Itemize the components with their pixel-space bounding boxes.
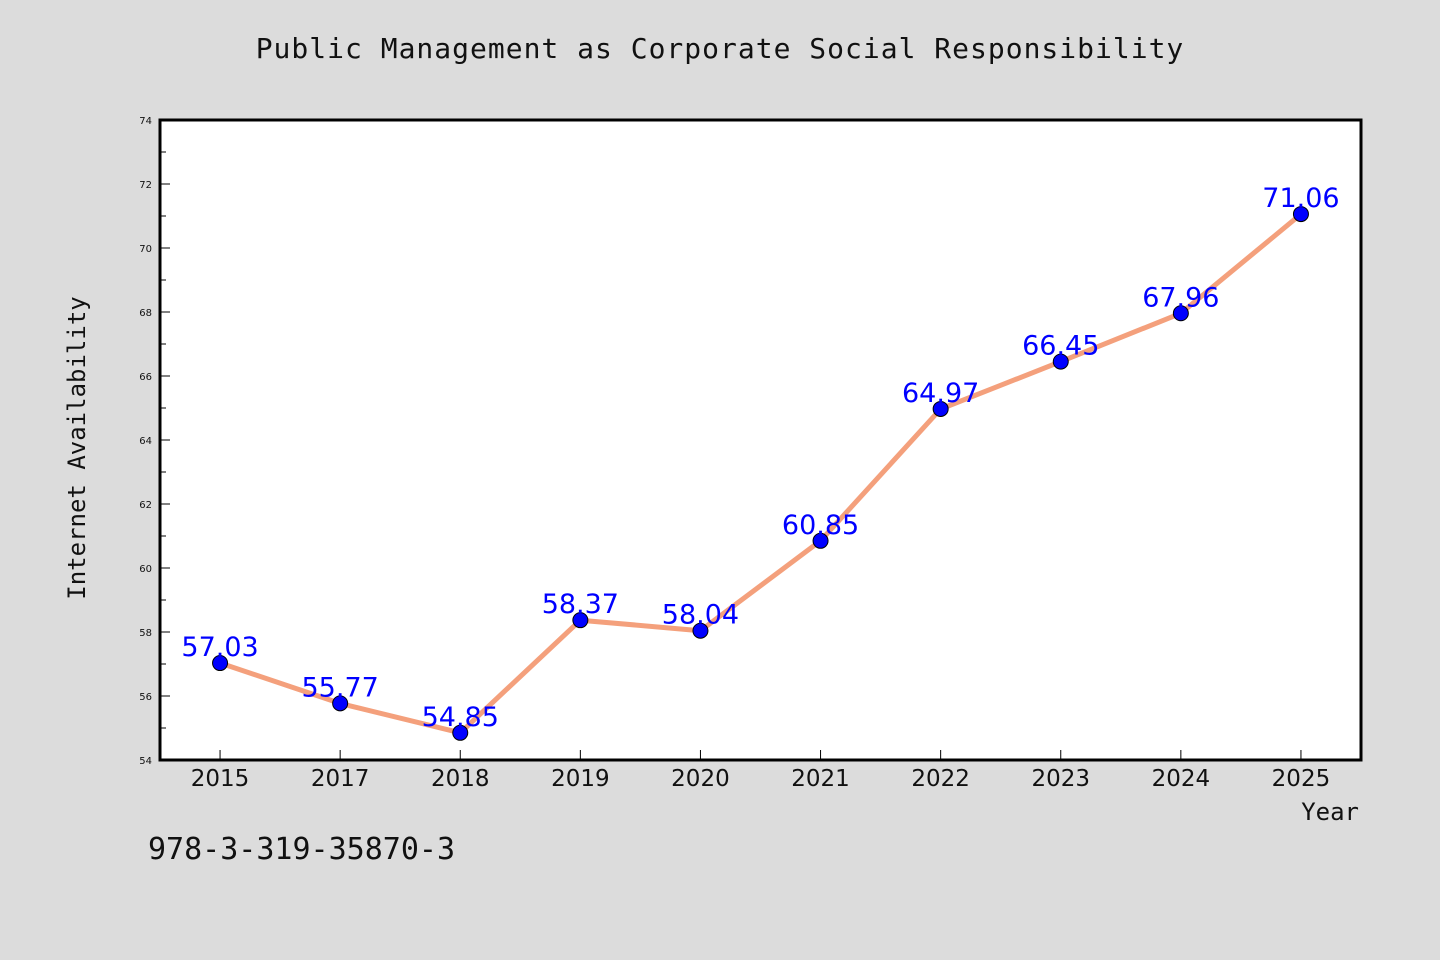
- y-axis-ticks: 54 56 58 60 62 64 66 68 70 72 74: [139, 116, 170, 767]
- x-tick-label: 2022: [911, 766, 970, 792]
- data-markers: [212, 206, 1309, 741]
- data-label-2018: 54.85: [422, 702, 499, 733]
- x-axis-ticks: 2015 2017 2018 2019 2020 2021 2022 2023 2024 2025: [191, 750, 1330, 792]
- data-labels: 57.03 55.77 54.85 58.37 58.04 60.85 64.97 66.45…: [181, 183, 1339, 733]
- x-tick-label: 2019: [551, 766, 610, 792]
- y-tick-label: 68: [139, 308, 152, 319]
- data-point-2024: [1172, 305, 1189, 322]
- data-label-2020: 58.04: [662, 600, 739, 631]
- data-point-2022: [932, 400, 949, 417]
- data-label-2025: 71.06: [1262, 183, 1339, 214]
- plot-area: [158, 118, 1363, 762]
- data-label-2019: 58.37: [542, 589, 619, 620]
- x-tick-label: 2018: [431, 766, 490, 792]
- x-tick-label: 2025: [1272, 766, 1331, 792]
- data-point-2025: [1292, 206, 1309, 223]
- y-tick-label: 66: [139, 372, 152, 383]
- x-tick-label: 2021: [791, 766, 850, 792]
- x-tick-label: 2017: [311, 766, 370, 792]
- data-label-2021: 60.85: [782, 510, 859, 541]
- data-point-2021: [812, 532, 829, 549]
- y-tick-label: 54: [139, 756, 152, 767]
- data-label-2017: 55.77: [302, 672, 379, 703]
- x-tick-label: 2023: [1031, 766, 1090, 792]
- y-tick-label: 72: [139, 180, 152, 191]
- y-tick-label: 62: [139, 500, 152, 511]
- y-tick-label: 56: [139, 692, 152, 703]
- y-tick-label: 70: [139, 244, 152, 255]
- series-line: [217, 211, 1304, 736]
- x-tick-label: 2020: [671, 766, 730, 792]
- data-point-2017: [332, 695, 349, 712]
- data-label-2022: 64.97: [902, 378, 979, 409]
- y-axis-label: Internet Availability: [63, 296, 91, 599]
- x-axis-label: Year: [1301, 798, 1359, 826]
- data-label-2015: 57.03: [181, 632, 258, 663]
- y-tick-label: 64: [139, 436, 152, 447]
- data-point-2015: [212, 655, 229, 672]
- data-point-2019: [572, 612, 589, 629]
- data-label-2024: 67.96: [1142, 282, 1219, 313]
- data-label-2023: 66.45: [1022, 331, 1099, 362]
- y-tick-label: 60: [139, 564, 152, 575]
- x-tick-label: 2015: [191, 766, 250, 792]
- data-point-2020: [692, 622, 709, 639]
- y-tick-label: 74: [139, 116, 152, 127]
- y-tick-label: 58: [139, 628, 152, 639]
- isbn-text: 978-3-319-35870-3: [148, 832, 456, 867]
- data-point-2018: [452, 724, 469, 741]
- x-tick-label: 2024: [1152, 766, 1211, 792]
- chart-title: Public Management as Corporate Social Re…: [255, 32, 1185, 65]
- data-point-2023: [1052, 353, 1069, 370]
